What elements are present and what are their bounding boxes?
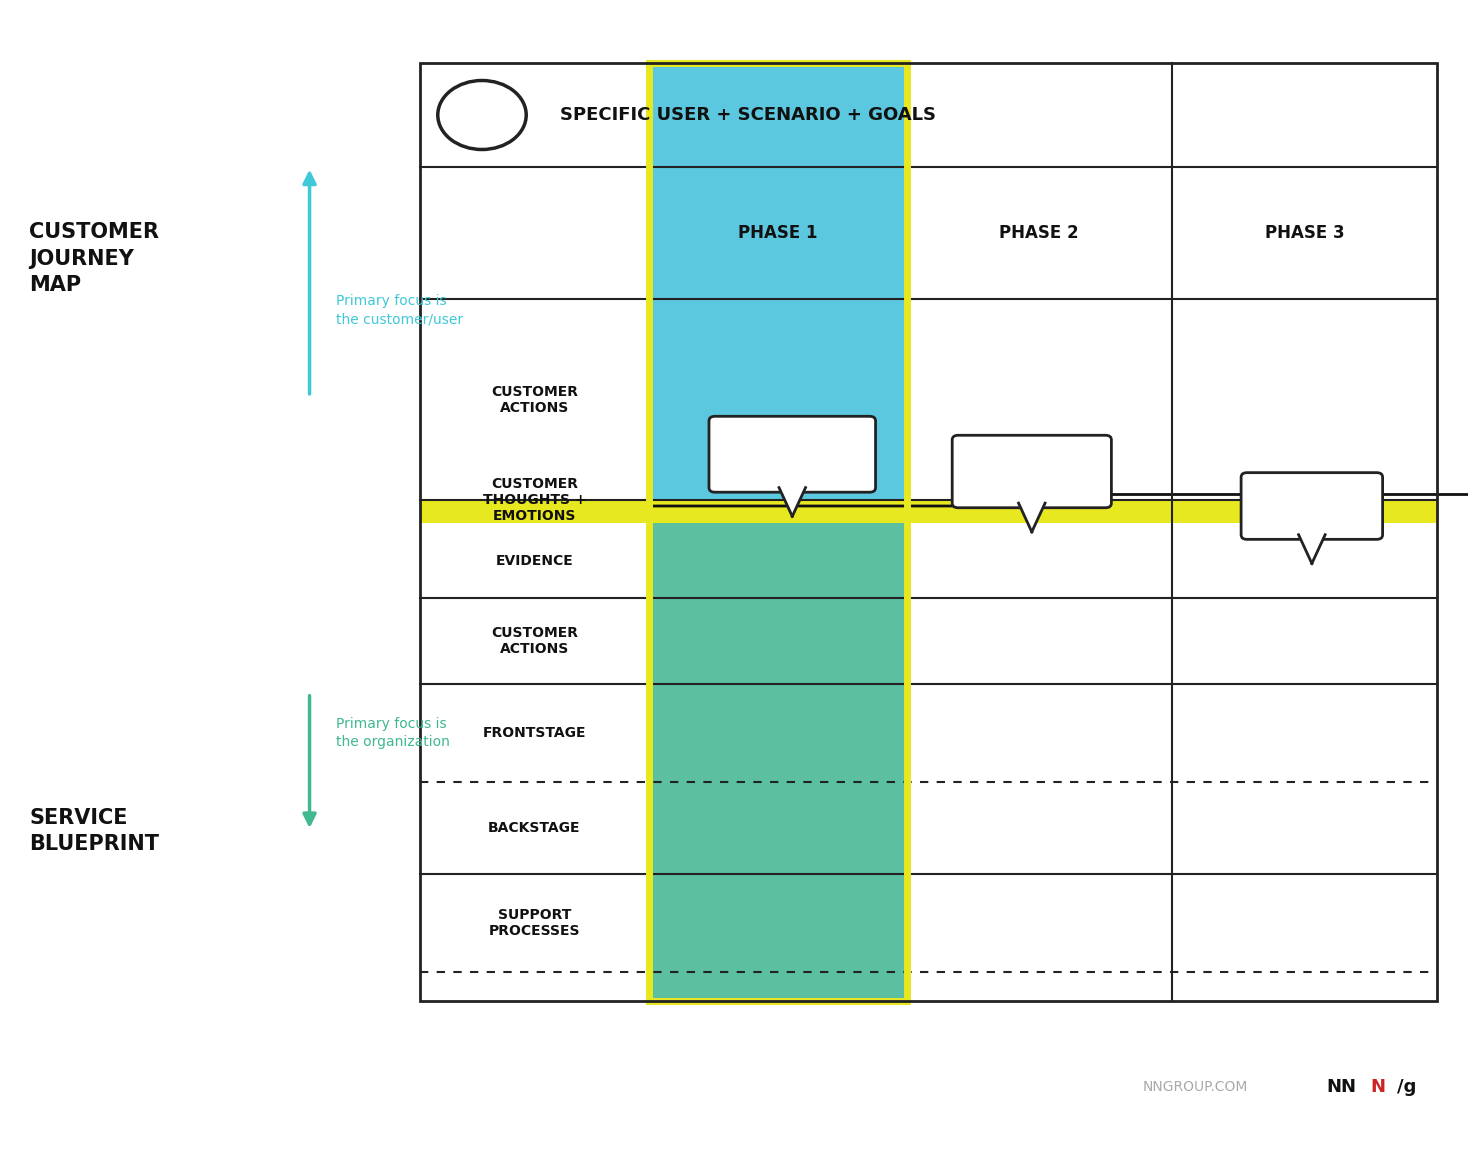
FancyBboxPatch shape xyxy=(709,416,876,492)
Text: Primary focus is
the organization: Primary focus is the organization xyxy=(336,716,450,750)
Text: NN: NN xyxy=(1327,1078,1356,1096)
Text: SUPPORT
PROCESSES: SUPPORT PROCESSES xyxy=(488,907,581,938)
Text: /g: /g xyxy=(1397,1078,1417,1096)
Circle shape xyxy=(438,81,526,150)
Text: EVIDENCE: EVIDENCE xyxy=(495,553,573,568)
Text: PHASE 1: PHASE 1 xyxy=(738,224,817,241)
Bar xyxy=(649,523,907,1000)
Text: FRONTSTAGE: FRONTSTAGE xyxy=(482,726,587,741)
Bar xyxy=(420,63,1437,1000)
Polygon shape xyxy=(778,488,805,516)
Text: CUSTOMER
ACTIONS: CUSTOMER ACTIONS xyxy=(491,626,578,657)
Text: SERVICE
BLUEPRINT: SERVICE BLUEPRINT xyxy=(29,807,159,854)
Text: PHASE 3: PHASE 3 xyxy=(1265,224,1344,241)
Text: BACKSTAGE: BACKSTAGE xyxy=(488,821,581,835)
Bar xyxy=(420,500,1437,523)
Text: PHASE 2: PHASE 2 xyxy=(999,224,1079,241)
FancyBboxPatch shape xyxy=(952,436,1111,508)
Text: Primary focus is
the customer/user: Primary focus is the customer/user xyxy=(336,294,463,327)
Text: N: N xyxy=(1371,1078,1386,1096)
Polygon shape xyxy=(1299,535,1325,564)
Text: SPECIFIC USER + SCENARIO + GOALS: SPECIFIC USER + SCENARIO + GOALS xyxy=(560,106,936,124)
FancyBboxPatch shape xyxy=(1241,473,1383,539)
Text: CUSTOMER
ACTIONS: CUSTOMER ACTIONS xyxy=(491,384,578,415)
Text: NNGROUP.COM: NNGROUP.COM xyxy=(1142,1080,1247,1094)
Polygon shape xyxy=(1019,504,1045,531)
Bar xyxy=(649,63,907,500)
Text: CUSTOMER
THOUGHTS +
EMOTIONS: CUSTOMER THOUGHTS + EMOTIONS xyxy=(482,477,587,523)
Text: CUSTOMER
JOURNEY
MAP: CUSTOMER JOURNEY MAP xyxy=(29,222,159,296)
